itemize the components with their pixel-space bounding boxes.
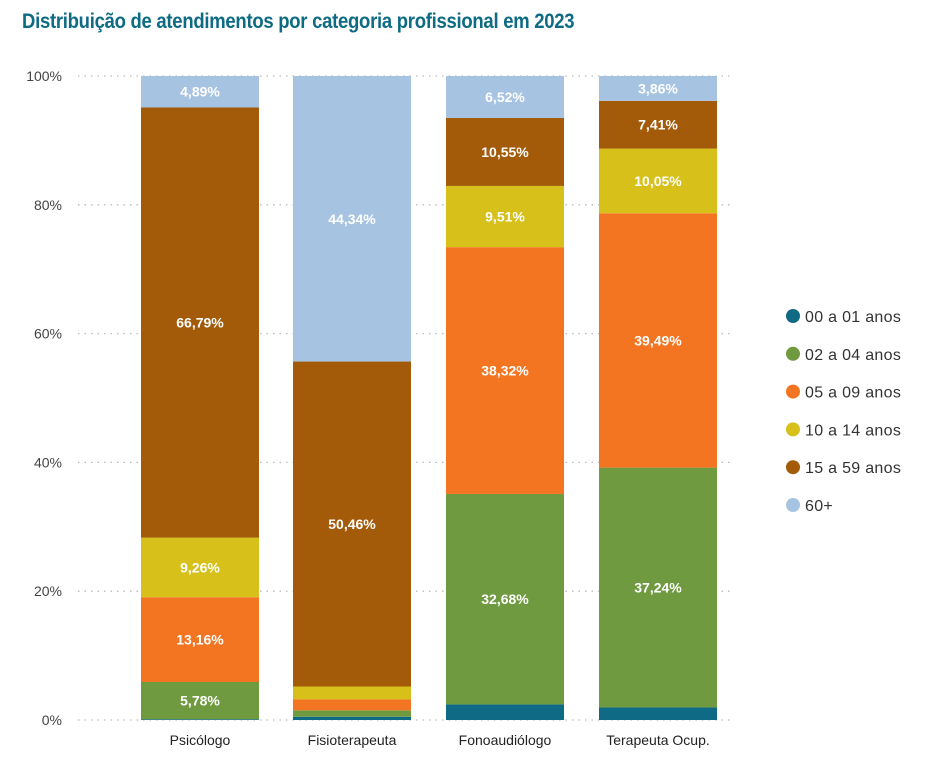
bar-segment xyxy=(599,76,717,101)
legend-marker xyxy=(786,346,800,361)
y-tick-label: 0% xyxy=(42,712,62,728)
legend-label: 02 a 04 anos xyxy=(805,347,901,364)
data-label: 3,86% xyxy=(638,80,678,96)
bar-segment xyxy=(599,707,717,720)
data-label: 4,89% xyxy=(180,84,220,100)
data-label: 10,55% xyxy=(481,144,529,160)
y-tick-label: 60% xyxy=(34,326,62,342)
bar-segment xyxy=(446,117,564,186)
legend-label: 15 a 59 anos xyxy=(805,460,901,477)
legend-label: 10 a 14 anos xyxy=(805,422,901,439)
data-label: 9,26% xyxy=(180,559,220,575)
data-label: 5,78% xyxy=(180,693,220,709)
bar-segment xyxy=(599,100,717,149)
x-tick-label: Terapeuta Ocup. xyxy=(606,732,710,748)
data-label: 13,16% xyxy=(176,632,224,648)
data-label: 7,41% xyxy=(638,117,678,133)
bar-segment xyxy=(293,361,411,687)
bar-segment xyxy=(141,597,259,683)
bar-segment xyxy=(446,493,564,705)
y-tick-label: 80% xyxy=(34,197,62,213)
bar-segment xyxy=(141,537,259,598)
data-label: 10,05% xyxy=(634,173,682,189)
legend-label: 00 a 01 anos xyxy=(805,309,901,326)
legend-marker xyxy=(786,422,800,437)
bar-segment xyxy=(293,699,411,711)
legend-marker xyxy=(786,309,800,323)
legend-label: 05 a 09 anos xyxy=(805,385,901,402)
data-label: 38,32% xyxy=(481,363,529,379)
bar-segment xyxy=(141,682,259,720)
legend-label: 60+ xyxy=(805,498,833,515)
data-label: 6,52% xyxy=(485,89,525,105)
data-label: 66,79% xyxy=(176,315,224,331)
data-label: 9,51% xyxy=(485,209,525,225)
bar-segment xyxy=(446,704,564,720)
bar-segment xyxy=(446,185,564,248)
bar-segment xyxy=(141,76,259,108)
data-label: 50,46% xyxy=(328,516,376,532)
y-tick-label: 100% xyxy=(26,68,62,84)
bar-segment xyxy=(446,247,564,494)
bar-segment xyxy=(141,719,259,720)
x-tick-label: Fisioterapeuta xyxy=(308,732,397,748)
legend-marker xyxy=(786,384,800,399)
bar-segment xyxy=(599,213,717,468)
bar-segment xyxy=(293,710,411,717)
legend-marker xyxy=(786,460,800,475)
bar-segment xyxy=(293,76,411,362)
data-label: 39,49% xyxy=(634,332,682,348)
x-tick-label: Fonoaudiólogo xyxy=(459,732,552,748)
x-tick-label: Psicólogo xyxy=(170,732,231,748)
legend-marker xyxy=(786,498,800,512)
bar-segment xyxy=(141,107,259,538)
data-label: 44,34% xyxy=(328,211,376,227)
bar-segment xyxy=(293,716,411,720)
data-label: 32,68% xyxy=(481,591,529,607)
y-tick-label: 40% xyxy=(34,454,62,470)
bar-segment xyxy=(293,686,411,700)
data-label: 37,24% xyxy=(634,580,682,596)
y-tick-label: 20% xyxy=(34,583,62,599)
chart-title: Distribuição de atendimentos por categor… xyxy=(22,10,575,33)
bar-segment xyxy=(599,148,717,214)
bar-segment xyxy=(446,76,564,118)
bar-segment xyxy=(599,467,717,708)
